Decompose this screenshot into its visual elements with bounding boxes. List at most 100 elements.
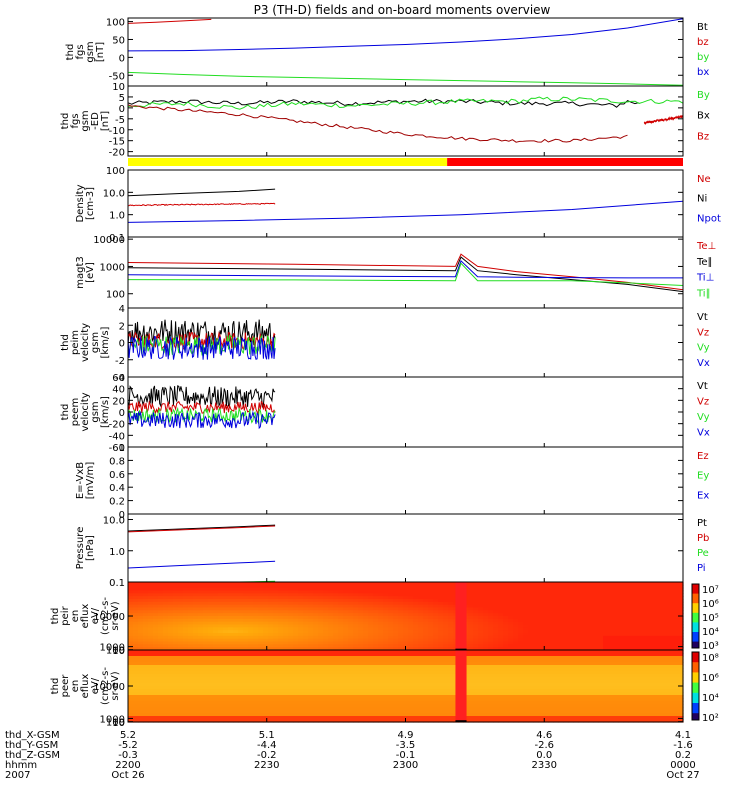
spectrogram-cell	[488, 644, 494, 648]
legend-Vz: Vz	[697, 327, 709, 338]
spectrogram-cell	[153, 601, 159, 606]
spectrogram-cell	[193, 653, 199, 657]
spectrogram-cell	[203, 710, 209, 714]
spectrogram-cell	[543, 653, 549, 657]
spectrogram-cell	[168, 601, 174, 606]
spectrogram-cell	[173, 716, 179, 720]
spectrogram-cell	[348, 698, 354, 702]
spectrogram-cell	[213, 582, 219, 586]
spectrogram-cell	[128, 674, 134, 678]
spectrogram-cell	[308, 604, 314, 609]
spectrogram-cell	[578, 644, 584, 648]
spectrogram-cell	[353, 587, 359, 592]
spectrogram-cell	[243, 665, 249, 669]
spectrogram-cell	[243, 713, 249, 717]
spectrogram-cell	[133, 659, 139, 663]
spectrogram-cell	[173, 665, 179, 669]
colorbar-swatch	[692, 638, 699, 643]
spectrogram-cell	[368, 701, 374, 705]
spectrogram-cell	[278, 641, 284, 645]
spectrogram-cell	[278, 656, 284, 660]
spectrogram-cell	[343, 638, 349, 643]
spectrogram-cell	[358, 601, 364, 606]
spectrogram-cell	[153, 616, 159, 620]
spectrogram-cell	[603, 601, 609, 606]
spectrogram-cell	[643, 627, 649, 631]
spectrogram-cell	[413, 587, 419, 592]
spectrogram-cell	[618, 590, 624, 594]
spectrogram-cell	[388, 698, 394, 702]
spectrogram-cell	[138, 587, 144, 592]
spectrogram-cell	[423, 698, 429, 702]
spectrogram-cell	[203, 593, 209, 597]
spectrogram-cell	[573, 607, 579, 611]
spectrogram-cell	[133, 656, 139, 660]
spectrogram-cell	[173, 710, 179, 714]
spectrogram-cell	[598, 596, 604, 600]
spectrogram-cell	[508, 662, 514, 666]
spectrogram-cell	[318, 630, 324, 634]
spectrogram-cell	[228, 686, 234, 690]
spectrogram-cell	[528, 665, 534, 669]
spectrogram-cell	[173, 683, 179, 687]
spectrogram-cell	[188, 674, 194, 678]
spectrogram-cell	[213, 599, 219, 603]
spectrogram-cell	[598, 638, 604, 643]
spectrogram-cell	[658, 596, 664, 600]
spectrogram-cell	[643, 599, 649, 603]
spectrogram-cell	[408, 635, 414, 640]
series-Ne	[127, 202, 276, 207]
spectrogram-cell	[388, 668, 394, 672]
spectrogram-cell	[343, 584, 349, 589]
spectrogram-cell	[268, 582, 274, 586]
spectrogram-cell	[663, 633, 669, 637]
spectrogram-cell	[253, 719, 259, 723]
spectrogram-cell	[333, 692, 339, 696]
spectrogram-cell	[318, 659, 324, 663]
spectrogram-cell	[273, 601, 279, 606]
spectrogram-cell	[528, 599, 534, 603]
spectrogram-cell	[428, 671, 434, 675]
series-Npot	[127, 200, 684, 223]
spectrogram-cell	[428, 704, 434, 708]
spectrogram-cell	[248, 695, 254, 699]
spectrogram-cell	[303, 641, 309, 645]
spectrogram-cell	[308, 587, 314, 592]
spectrogram-cell	[438, 716, 444, 720]
spectrogram-cell	[538, 593, 544, 597]
spectrogram-cell	[163, 683, 169, 687]
spectrogram-cell	[148, 680, 154, 684]
spectrogram-cell	[313, 701, 319, 705]
spectrogram-cell	[423, 635, 429, 640]
spectrogram-cell	[498, 716, 504, 720]
spectrogram-cell	[188, 677, 194, 681]
spectrogram-cell	[168, 624, 174, 628]
spectrogram-cell	[148, 701, 154, 705]
spectrogram-cell	[228, 668, 234, 672]
spectrogram-cell	[148, 618, 154, 623]
spectrogram-cell	[568, 584, 574, 589]
spectrogram-cell	[343, 713, 349, 717]
spectrogram-cell	[508, 635, 514, 640]
spectrogram-cell	[483, 674, 489, 678]
spectrogram-cell	[148, 686, 154, 690]
spectrogram-cell	[168, 590, 174, 594]
spectrogram-cell	[383, 653, 389, 657]
spectrogram-cell	[228, 616, 234, 620]
spectrogram-cell	[383, 647, 389, 651]
spectrogram-cell	[513, 686, 519, 690]
spectrogram-cell	[638, 641, 644, 645]
spectrogram-cell	[488, 692, 494, 696]
spectrogram-cell	[533, 662, 539, 666]
spectrogram-cell	[188, 644, 194, 648]
spectrogram-cell	[638, 584, 644, 589]
spectrogram-cell	[258, 618, 264, 623]
spectrogram-cell	[578, 584, 584, 589]
spectrogram-cell	[218, 627, 224, 631]
spectrogram-cell	[388, 630, 394, 634]
spectrogram-cell	[483, 590, 489, 594]
spectrogram-cell	[643, 587, 649, 592]
spectrogram-cell	[528, 713, 534, 717]
spectrogram-cell	[258, 627, 264, 631]
spectrogram-cell	[168, 596, 174, 600]
